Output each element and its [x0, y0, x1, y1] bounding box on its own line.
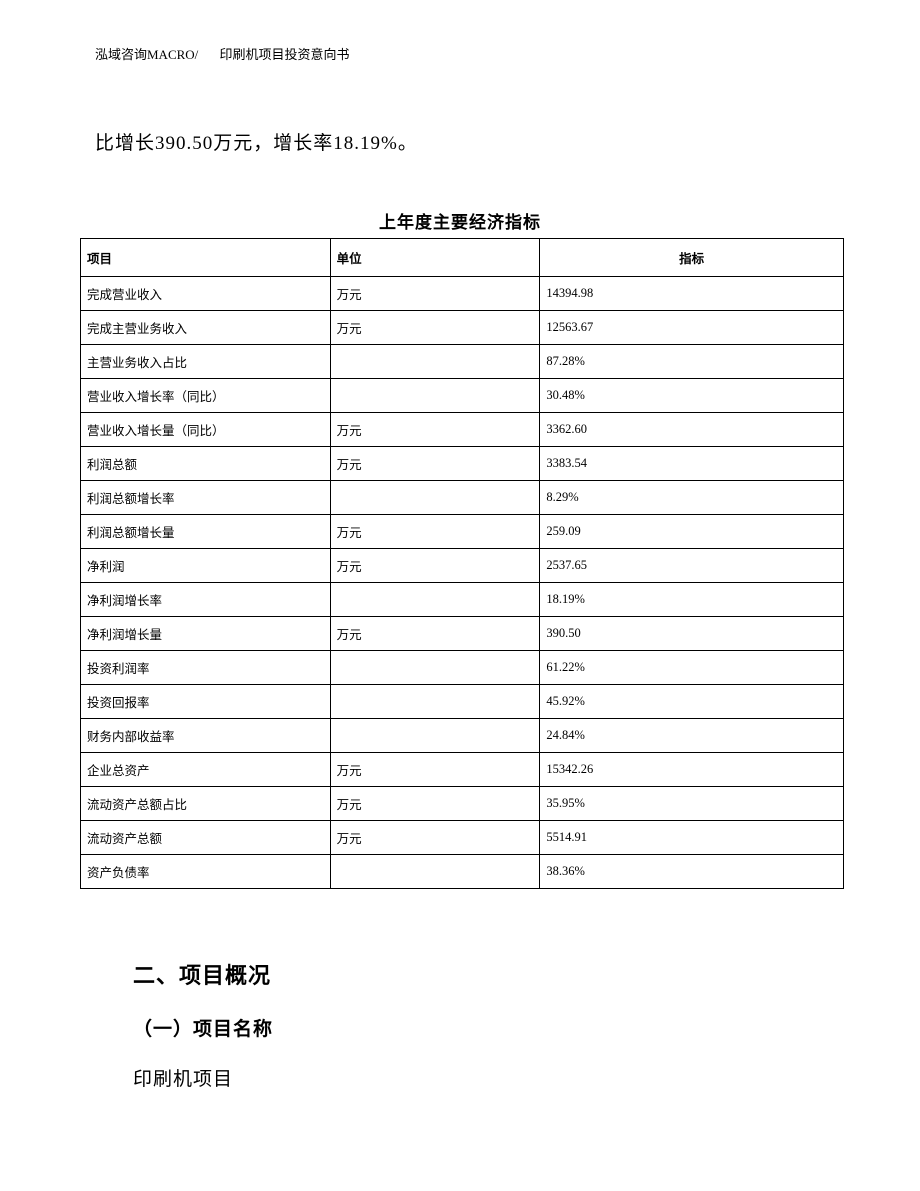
table-cell-unit [330, 719, 540, 753]
table-body: 完成营业收入 万元 14394.98 完成主营业务收入 万元 12563.67 … [81, 277, 844, 889]
table-row: 流动资产总额占比 万元 35.95% [81, 787, 844, 821]
table-cell-project: 净利润 [81, 549, 331, 583]
table-cell-unit: 万元 [330, 753, 540, 787]
table-cell-project: 完成营业收入 [81, 277, 331, 311]
table-cell-indicator: 390.50 [540, 617, 844, 651]
table-cell-project: 净利润增长率 [81, 583, 331, 617]
table-cell-indicator: 15342.26 [540, 753, 844, 787]
table-cell-unit: 万元 [330, 787, 540, 821]
table-cell-indicator: 18.19% [540, 583, 844, 617]
table-cell-project: 净利润增长量 [81, 617, 331, 651]
table-cell-project: 财务内部收益率 [81, 719, 331, 753]
table-cell-project: 投资回报率 [81, 685, 331, 719]
section-heading-2: 二、项目概况 [133, 958, 271, 990]
table-cell-unit [330, 651, 540, 685]
table-cell-unit [330, 685, 540, 719]
table-cell-unit [330, 481, 540, 515]
table-cell-indicator: 259.09 [540, 515, 844, 549]
header-doc-title: 印刷机项目投资意向书 [220, 47, 350, 62]
table-cell-unit: 万元 [330, 821, 540, 855]
table-cell-indicator: 3362.60 [540, 413, 844, 447]
table-row: 投资回报率 45.92% [81, 685, 844, 719]
table-cell-project: 利润总额增长量 [81, 515, 331, 549]
table-cell-indicator: 35.95% [540, 787, 844, 821]
table-cell-unit [330, 583, 540, 617]
page-header: 泓域咨询MACRO/ 印刷机项目投资意向书 [95, 44, 350, 63]
table-row: 净利润增长率 18.19% [81, 583, 844, 617]
table-cell-project: 资产负债率 [81, 855, 331, 889]
header-company: 泓域咨询MACRO/ [95, 47, 198, 62]
table-cell-indicator: 38.36% [540, 855, 844, 889]
table-row: 利润总额 万元 3383.54 [81, 447, 844, 481]
body-text-paragraph: 比增长390.50万元，增长率18.19%。 [95, 128, 418, 155]
table-row: 营业收入增长量（同比） 万元 3362.60 [81, 413, 844, 447]
subsection-heading-2-1: （一）项目名称 [133, 1014, 273, 1041]
table-row: 营业收入增长率（同比） 30.48% [81, 379, 844, 413]
table-row: 完成主营业务收入 万元 12563.67 [81, 311, 844, 345]
table-row: 财务内部收益率 24.84% [81, 719, 844, 753]
table-cell-indicator: 14394.98 [540, 277, 844, 311]
table-cell-unit: 万元 [330, 617, 540, 651]
table-cell-indicator: 2537.65 [540, 549, 844, 583]
table-cell-unit [330, 345, 540, 379]
table-cell-indicator: 24.84% [540, 719, 844, 753]
table-row: 完成营业收入 万元 14394.98 [81, 277, 844, 311]
table-row: 企业总资产 万元 15342.26 [81, 753, 844, 787]
table-title: 上年度主要经济指标 [0, 208, 920, 233]
table-row: 投资利润率 61.22% [81, 651, 844, 685]
table-cell-project: 利润总额 [81, 447, 331, 481]
table-header-row: 项目 单位 指标 [81, 239, 844, 277]
table-cell-indicator: 87.28% [540, 345, 844, 379]
table-cell-indicator: 3383.54 [540, 447, 844, 481]
table-cell-unit: 万元 [330, 447, 540, 481]
table-cell-project: 利润总额增长率 [81, 481, 331, 515]
table-cell-indicator: 30.48% [540, 379, 844, 413]
table-row: 流动资产总额 万元 5514.91 [81, 821, 844, 855]
table-cell-unit [330, 855, 540, 889]
table-cell-indicator: 5514.91 [540, 821, 844, 855]
table-cell-indicator: 8.29% [540, 481, 844, 515]
table-cell-unit: 万元 [330, 413, 540, 447]
table-cell-unit: 万元 [330, 277, 540, 311]
table-cell-project: 投资利润率 [81, 651, 331, 685]
table-row: 资产负债率 38.36% [81, 855, 844, 889]
table-cell-project: 流动资产总额占比 [81, 787, 331, 821]
table-cell-unit: 万元 [330, 311, 540, 345]
table-cell-project: 流动资产总额 [81, 821, 331, 855]
table-cell-project: 企业总资产 [81, 753, 331, 787]
table-row: 净利润增长量 万元 390.50 [81, 617, 844, 651]
table-header-unit: 单位 [330, 239, 540, 277]
table-row: 主营业务收入占比 87.28% [81, 345, 844, 379]
table-cell-unit [330, 379, 540, 413]
table-row: 利润总额增长率 8.29% [81, 481, 844, 515]
table-header-project: 项目 [81, 239, 331, 277]
table-row: 净利润 万元 2537.65 [81, 549, 844, 583]
table-header-indicator: 指标 [540, 239, 844, 277]
table-cell-project: 营业收入增长率（同比） [81, 379, 331, 413]
economic-indicators-table: 项目 单位 指标 完成营业收入 万元 14394.98 完成主营业务收入 万元 … [80, 238, 844, 889]
table-cell-unit: 万元 [330, 549, 540, 583]
table-cell-indicator: 61.22% [540, 651, 844, 685]
table-cell-indicator: 12563.67 [540, 311, 844, 345]
table-row: 利润总额增长量 万元 259.09 [81, 515, 844, 549]
table-cell-project: 主营业务收入占比 [81, 345, 331, 379]
table-cell-project: 营业收入增长量（同比） [81, 413, 331, 447]
table-cell-project: 完成主营业务收入 [81, 311, 331, 345]
table-cell-unit: 万元 [330, 515, 540, 549]
table-cell-indicator: 45.92% [540, 685, 844, 719]
project-name: 印刷机项目 [133, 1064, 233, 1091]
